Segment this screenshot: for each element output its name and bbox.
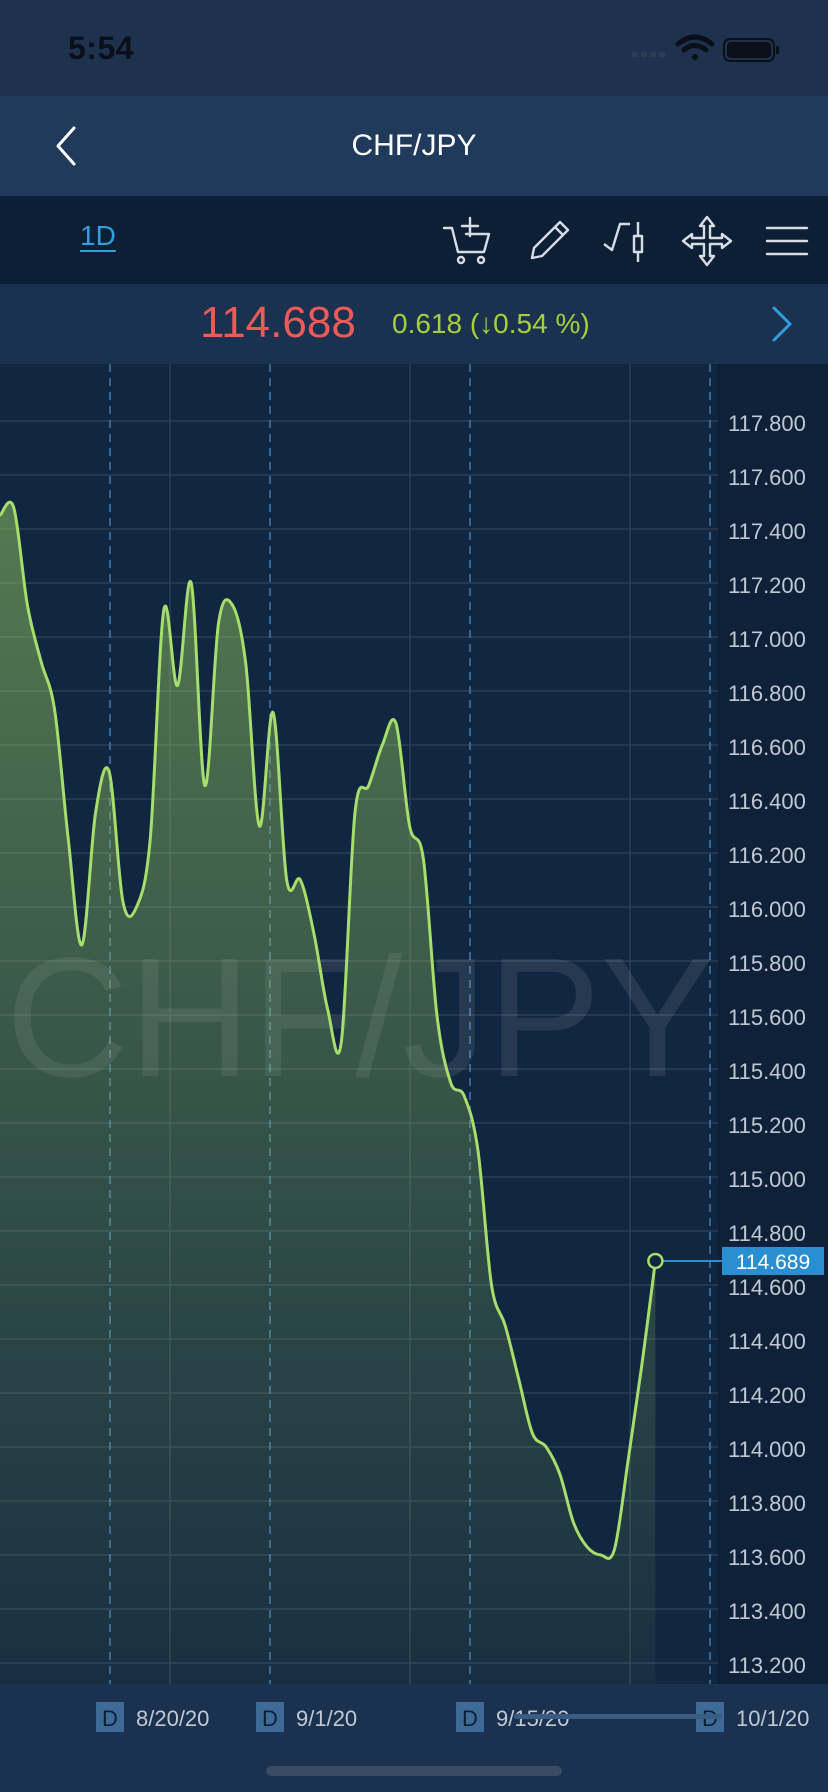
x-tick-label: 10/1/20 (736, 1706, 809, 1731)
y-axis-panel (718, 364, 828, 1684)
y-tick-label: 115.400 (728, 1059, 806, 1084)
status-bar: 5:54 (0, 0, 828, 96)
y-tick-label: 116.600 (728, 735, 806, 760)
indicators-button[interactable] (600, 214, 654, 268)
price-change: 0.618 (↓0.54 %) (392, 308, 590, 339)
series-layer (0, 500, 722, 1685)
wifi-icon (675, 34, 715, 60)
y-tick-label: 116.800 (728, 681, 806, 706)
y-tick-label: 115.800 (728, 951, 806, 976)
status-time: 5:54 (68, 30, 135, 66)
home-indicator[interactable] (266, 1766, 562, 1776)
draw-button[interactable] (522, 214, 576, 268)
price-line (0, 500, 657, 1560)
chevron-right-icon (772, 306, 792, 342)
chevron-left-icon (56, 126, 76, 166)
menu-button[interactable] (760, 214, 814, 268)
x-tick-label: 9/1/20 (296, 1706, 357, 1731)
timeframe-selector[interactable]: 1D (80, 220, 116, 251)
page-title: CHF/JPY (351, 129, 477, 162)
y-tick-label: 114.000 (728, 1437, 806, 1462)
date-marker-letter: D (262, 1706, 278, 1731)
price-chart[interactable]: CHF/JPY 117.800117.600117.400117.200117.… (0, 364, 828, 1792)
y-tick-label: 115.600 (728, 1005, 806, 1030)
y-tick-label: 114.200 (728, 1383, 806, 1408)
y-tick-label: 116.200 (728, 843, 806, 868)
y-tick-label: 116.400 (728, 789, 806, 814)
chart-scrollbar[interactable] (514, 1714, 722, 1719)
move-button[interactable] (680, 214, 734, 268)
y-tick-label: 117.400 (728, 519, 806, 544)
y-axis: 117.800 117.600 117.400 117.200 117.000 116.8… (722, 411, 824, 1678)
y-tick-label: 117.800 (728, 411, 806, 436)
indicator-icon (603, 222, 644, 262)
menu-icon (765, 226, 809, 256)
y-tick-label: 115.000 (728, 1167, 806, 1192)
price-summary: 114.688 0.618 (↓0.54 %) (0, 284, 828, 364)
current-price: 114.688 (200, 298, 356, 347)
y-tick-label: 114.400 (728, 1329, 806, 1354)
date-marker-letter: D (102, 1706, 118, 1731)
y-tick-label: 113.200 (728, 1653, 806, 1678)
y-tick-label: 113.400 (728, 1599, 806, 1624)
date-marker-letter: D (462, 1706, 478, 1731)
y-tick-label: 117.200 (728, 573, 806, 598)
current-price-point (647, 1252, 664, 1270)
y-tick-label: 115.200 (728, 1113, 806, 1138)
price-details-button[interactable] (758, 298, 806, 350)
battery-icon (723, 38, 779, 62)
add-to-cart-icon (442, 216, 491, 265)
status-icons (632, 34, 779, 62)
back-button[interactable] (40, 118, 96, 174)
price-area-fill (0, 502, 656, 1685)
pencil-icon (530, 220, 570, 260)
current-price-tag-label: 114.689 (736, 1251, 810, 1274)
y-tick-label: 116.000 (728, 897, 806, 922)
current-price-tag (722, 1246, 824, 1275)
y-tick-label: 114.800 (728, 1221, 806, 1246)
move-icon (681, 215, 733, 267)
date-marker-badge (456, 1702, 484, 1732)
date-marker-badge (256, 1702, 284, 1732)
x-tick-label: 8/20/20 (136, 1706, 209, 1731)
y-tick-label: 117.600 (728, 465, 806, 490)
signal-icon (632, 52, 665, 57)
add-to-cart-button[interactable] (440, 214, 494, 268)
date-marker-badge (96, 1702, 124, 1732)
y-tick-label: 117.000 (728, 627, 806, 652)
chart-toolbar: 1D (0, 196, 828, 284)
y-tick-label: 114.600 (728, 1275, 806, 1300)
y-tick-label: 113.800 (728, 1491, 806, 1516)
navigation-bar: CHF/JPY (0, 96, 828, 196)
y-tick-label: 113.600 (728, 1545, 806, 1570)
